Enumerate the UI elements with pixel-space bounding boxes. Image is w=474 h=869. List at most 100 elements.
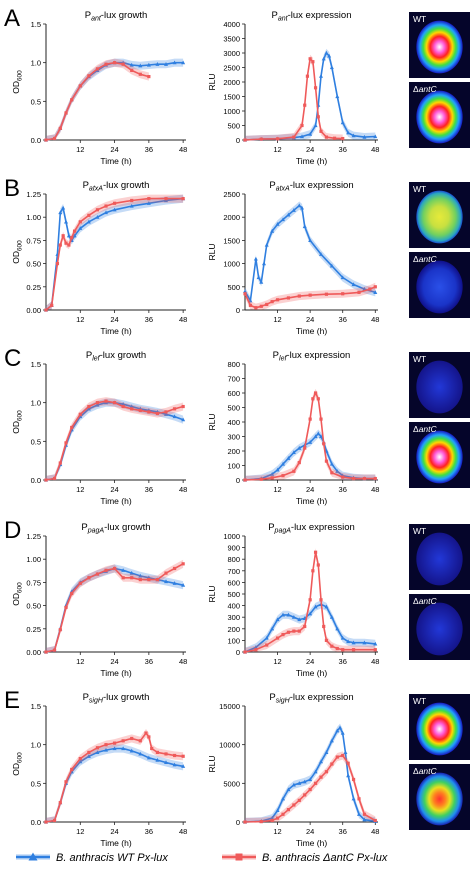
- data-point: [292, 469, 296, 473]
- delta-symbol: Δ: [413, 424, 419, 434]
- data-point: [327, 53, 332, 58]
- title-prefix: P: [269, 692, 275, 703]
- x-tick-label: 36: [339, 315, 347, 324]
- mutant-name: antC: [419, 424, 438, 434]
- x-tick-label: 12: [273, 145, 281, 154]
- data-point: [324, 135, 329, 139]
- chart-title: PsigH-lux expression: [269, 692, 353, 705]
- y-axis-label: RLU: [207, 585, 217, 602]
- chart-title: PsigH-lux growth: [83, 692, 150, 705]
- growth-chart: Plef-lux growth 0.0 0.5 1.0 1.5 12 24 36 48 Time …: [11, 350, 187, 506]
- data-point: [121, 568, 126, 572]
- data-point: [308, 787, 312, 792]
- expression-chart: Pant-lux expression 0 500 1000 1500 2000 2500 3…: [207, 10, 379, 166]
- colony-spot: [416, 260, 463, 314]
- data-point: [275, 617, 280, 622]
- series-line: [244, 57, 343, 141]
- error-band: [245, 388, 376, 480]
- data-point: [324, 50, 329, 55]
- y-tick-label: 1.00: [26, 213, 41, 222]
- data-point: [313, 604, 318, 609]
- data-point: [52, 648, 57, 652]
- data-point: [330, 762, 334, 766]
- data-point: [58, 243, 62, 247]
- title-prefix: P: [81, 522, 87, 533]
- data-point: [340, 730, 345, 735]
- x-tick-label: 24: [110, 145, 118, 154]
- data-point: [50, 303, 54, 307]
- x-tick-label: 24: [110, 657, 118, 666]
- data-point: [121, 404, 125, 409]
- x-axis-label: Time (h): [296, 668, 327, 678]
- x-tick-label: 12: [273, 657, 281, 666]
- colony-spot: [416, 532, 463, 586]
- image-label: WT: [413, 14, 426, 24]
- colony-images: WT ΔantC: [409, 694, 470, 830]
- legend-marker: [235, 853, 243, 861]
- x-axis-label: Time (h): [296, 496, 327, 506]
- delta-symbol: Δ: [413, 596, 419, 606]
- y-tick-label: 0: [236, 818, 240, 827]
- data-point: [44, 138, 48, 142]
- data-point: [147, 410, 151, 414]
- data-point: [130, 198, 134, 203]
- error-band: [46, 398, 184, 480]
- mutant-name: antC: [419, 254, 438, 264]
- data-point: [78, 84, 82, 88]
- series-wt: [243, 723, 378, 824]
- data-point: [313, 86, 318, 90]
- y-label-main: RLU: [207, 243, 217, 260]
- data-point: [67, 243, 71, 247]
- title-subscript: atxA: [89, 186, 103, 193]
- data-point: [302, 224, 307, 229]
- y-tick-label: 500: [227, 283, 240, 292]
- data-point: [297, 798, 301, 802]
- data-point: [319, 417, 323, 421]
- delta-symbol: Δ: [413, 84, 419, 94]
- data-point: [95, 215, 100, 219]
- data-point: [256, 275, 261, 280]
- data-point: [373, 648, 377, 652]
- y-tick-label: 1.0: [31, 741, 41, 750]
- data-point: [351, 796, 356, 801]
- y-tick-label: 200: [227, 625, 240, 634]
- data-point: [319, 129, 323, 133]
- data-point: [70, 98, 74, 102]
- data-point: [297, 781, 302, 785]
- data-point: [308, 777, 313, 782]
- series-line: [244, 52, 376, 141]
- panel-d: D PpagA-lux growth0.000.250.500.751.001.2…: [4, 517, 470, 678]
- x-tick-label: 48: [179, 485, 187, 494]
- data-point: [275, 816, 280, 820]
- data-point: [319, 252, 323, 256]
- image-label: ΔantC: [413, 254, 438, 264]
- title-subscript: pagA: [274, 528, 292, 535]
- data-point: [286, 296, 291, 300]
- series-wt: [243, 600, 378, 654]
- data-point: [138, 63, 143, 68]
- data-point: [259, 477, 263, 481]
- data-point: [321, 56, 326, 61]
- data-point: [373, 134, 378, 139]
- data-point: [95, 208, 100, 212]
- title-suffix: -lux expression: [286, 350, 350, 361]
- series-line: [244, 392, 376, 481]
- data-point: [138, 578, 142, 582]
- data-point: [270, 818, 274, 823]
- data-point: [292, 629, 296, 633]
- data-point: [330, 471, 334, 475]
- data-point: [341, 753, 345, 758]
- data-point: [341, 136, 345, 141]
- y-label-main: OD: [11, 421, 21, 434]
- error-band: [245, 54, 343, 141]
- data-point: [343, 750, 348, 754]
- data-point: [335, 646, 339, 651]
- y-tick-label: 0: [236, 648, 240, 657]
- y-axis-label: OD600: [11, 752, 24, 776]
- series-antc: [243, 54, 345, 142]
- expression-chart: Plef-lux expression 0 100 200 300 400 500 600 70…: [207, 350, 379, 506]
- data-point: [346, 639, 351, 644]
- data-point: [58, 461, 62, 465]
- y-tick-label: 100: [227, 462, 240, 471]
